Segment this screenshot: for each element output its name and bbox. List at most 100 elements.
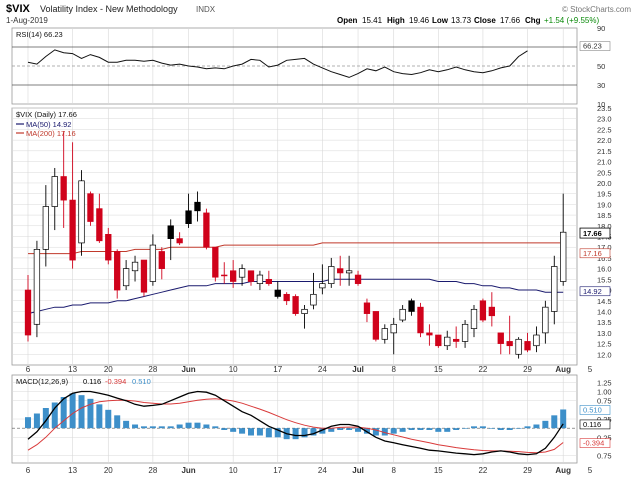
candle-body	[551, 266, 558, 312]
rsi-value-box	[579, 41, 611, 51]
candle-body	[319, 283, 326, 289]
x-tick-label: Jul	[352, 365, 364, 374]
price-tick-label: 22.0	[597, 136, 612, 145]
macd-histogram-bar	[435, 428, 442, 432]
x-tick-label: 15	[434, 466, 443, 475]
candle-body	[238, 268, 246, 278]
candle-body	[158, 251, 165, 269]
ma50-value-box	[579, 286, 611, 297]
price-tick-label: 16.5	[597, 254, 612, 263]
x-tick-label: 13	[68, 466, 77, 475]
price-tick-label: 13.5	[597, 318, 612, 327]
macd-histogram-bar	[488, 428, 495, 429]
candle-body	[301, 308, 308, 314]
price-tick-label: 23.0	[597, 115, 612, 124]
candle-body	[390, 323, 397, 334]
ma50-line	[27, 278, 564, 315]
rsi-current-label: 66.23	[583, 42, 602, 51]
price-tick-label: 14.0	[597, 307, 612, 316]
macd-histogram-bar	[328, 428, 335, 432]
x-tick-label: 22	[478, 466, 487, 475]
candle-body	[122, 268, 130, 287]
ma200-value-box	[579, 248, 611, 259]
x-tick-label: 28	[148, 466, 157, 475]
macd-signal-box	[579, 438, 611, 448]
macd-histogram-bar	[515, 428, 522, 429]
x-tick-label: Jul	[352, 466, 364, 475]
macd-histogram-bar	[212, 426, 219, 429]
x-tick-label: 10	[229, 365, 238, 374]
ma200-value-label: 17.16	[583, 249, 602, 258]
candle-body	[149, 244, 157, 282]
candle-body	[212, 246, 219, 278]
candle-body	[533, 334, 540, 347]
close-value-label: 17.66	[583, 229, 602, 238]
open-value: 15.41	[362, 16, 383, 25]
macd-histogram-bar	[221, 428, 228, 430]
price-tick-label: 21.0	[597, 158, 612, 167]
price-legend-title: $VIX (Daily) 17.66	[16, 110, 77, 119]
x-tick-label: 20	[104, 466, 113, 475]
macd-histogram-bar	[114, 415, 121, 429]
macd-histogram-bar	[542, 420, 549, 429]
macd-histogram-bar	[239, 428, 246, 434]
macd-tick-label: 0.25	[597, 433, 612, 442]
candle-body	[221, 274, 228, 277]
macd-histogram-bar	[417, 428, 424, 430]
macd-histogram-bar	[381, 428, 388, 436]
candle-body	[292, 296, 299, 314]
macd-histogram-bar	[248, 428, 254, 436]
source-label: © StockCharts.com	[562, 5, 631, 14]
x-tick-label: 20	[104, 365, 113, 374]
price-tick-label: 18.5	[597, 211, 612, 220]
macd-signal-value: -0.394	[583, 439, 604, 448]
macd-histogram-bar	[132, 424, 139, 429]
high-value: 19.46	[409, 16, 430, 25]
candle-body	[114, 251, 121, 291]
candle-body	[274, 289, 281, 297]
candle-body	[24, 289, 32, 336]
macd-histogram-bar	[60, 397, 67, 429]
macd-histogram-bar	[105, 409, 112, 429]
candle-body	[542, 306, 549, 334]
x-tick-label: 29	[523, 365, 532, 374]
high-label: High	[387, 16, 405, 25]
x-tick-label: 24	[318, 365, 327, 374]
price-tick-label: 19.0	[597, 200, 612, 209]
ma50-legend-label: MA(50) 14.92	[26, 120, 71, 129]
candle-body	[479, 300, 487, 321]
candle-body	[497, 332, 504, 344]
candle-body	[328, 266, 335, 284]
macd-histogram-bar	[51, 402, 58, 429]
candle-body	[51, 176, 58, 207]
x-tick-label: 17	[273, 365, 282, 374]
macd-histogram-bar	[453, 428, 460, 430]
low-label: Low	[432, 16, 449, 25]
candle-body	[96, 208, 103, 242]
candle-body	[33, 249, 41, 325]
x-tick-label: 28	[148, 365, 157, 374]
candle-body	[167, 225, 174, 239]
rsi-title: RSI(14) 66.23	[16, 30, 63, 39]
macd-histogram-bar	[372, 428, 379, 436]
candle-body	[470, 308, 478, 329]
price-tick-label: 16.0	[597, 265, 612, 274]
price-tick-label: 20.5	[597, 168, 612, 177]
macd-tick-label: 0.75	[597, 452, 612, 461]
price-tick-label: 21.5	[597, 147, 612, 156]
candle-body	[185, 210, 192, 225]
exchange-label: INDX	[196, 5, 216, 14]
macd-histogram-bar	[560, 409, 567, 429]
macd-histogram-bar	[497, 428, 504, 430]
macd-histogram-bar	[256, 428, 263, 436]
x-tick-label: 5	[588, 466, 593, 475]
price-panel: 12.012.513.013.514.014.515.015.516.016.5…	[11, 104, 612, 366]
macd-histogram-bar	[426, 428, 433, 430]
chg-value: +1.54 (+9.55%)	[544, 16, 599, 25]
candle-body	[408, 300, 415, 312]
macd-tick-label: 0.75	[597, 397, 612, 406]
macd-legend-title: MACD(12,26,9)	[16, 377, 69, 386]
ma200-legend-label: MA(200) 17.16	[26, 129, 76, 138]
candle-body	[426, 332, 433, 336]
